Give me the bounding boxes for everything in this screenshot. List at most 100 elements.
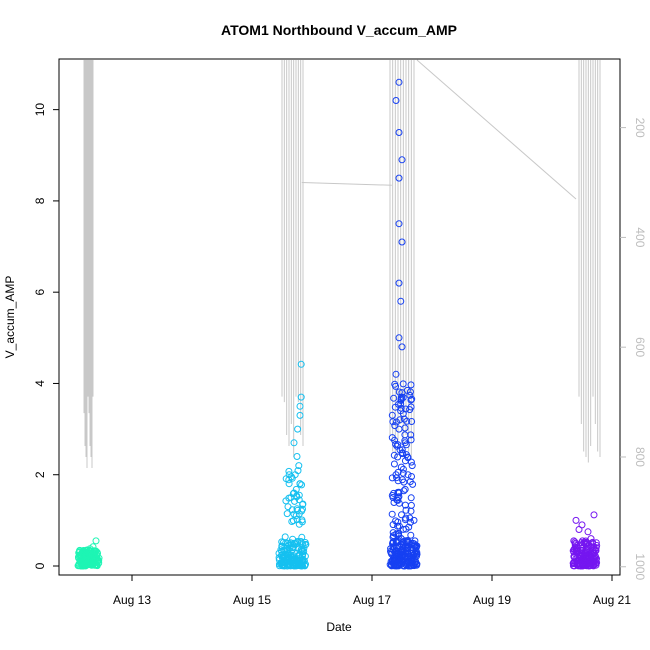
point-outlier-2-10 [392, 97, 400, 104]
data-points [74, 78, 601, 570]
point-outlier-1-13 [285, 471, 293, 479]
point-outlier-1-9 [297, 393, 305, 401]
point-outlier-0-4 [89, 543, 97, 551]
point-outlier-3-3 [590, 511, 598, 519]
point-2-142 [386, 561, 394, 569]
point-mid-2-37 [402, 514, 410, 522]
y-tick-label-5: 10 [33, 103, 47, 117]
point-mid-2-46 [402, 506, 410, 514]
point-3-132 [570, 553, 578, 561]
point-mid-1-29 [299, 505, 306, 513]
point-2-148 [390, 554, 398, 561]
point-mid-2-43 [394, 537, 402, 545]
point-0-133 [93, 558, 101, 565]
point-mid-2-105 [389, 418, 397, 426]
point-1-141 [277, 560, 285, 568]
point-mid-2-5 [390, 460, 398, 468]
overlay-connector-1 [416, 59, 577, 200]
point-mid-2-98 [401, 501, 409, 509]
point-outlier-1-7 [296, 411, 304, 419]
point-mid-2-76 [409, 480, 417, 488]
point-3-134 [592, 561, 600, 569]
point-3-149 [570, 548, 578, 556]
point-outlier-2-6 [395, 220, 403, 228]
plot-frame [58, 58, 621, 576]
point-2-147 [404, 546, 412, 554]
point-mid-2-63 [392, 440, 400, 448]
point-mid-2-36 [408, 418, 416, 425]
point-outlier-1-10 [297, 360, 305, 368]
y-axis: 0 2 4 6 8 10 [33, 103, 59, 569]
point-mid-2-95 [400, 478, 408, 486]
point-mid-2-32 [390, 394, 398, 402]
point-outlier-2-1 [392, 471, 400, 479]
point-outlier-2-11 [398, 156, 406, 164]
point-3-145 [577, 562, 585, 570]
point-mid-2-106 [399, 449, 406, 457]
point-mid-2-112 [395, 499, 403, 507]
point-2-146 [396, 549, 404, 556]
point-mid-1-12 [298, 481, 306, 489]
overlay-lines [83, 59, 601, 468]
y-tick-label-2: 4 [33, 380, 47, 387]
point-mid-1-24 [298, 539, 305, 547]
point-mid-2-108 [394, 468, 402, 476]
point-mid-2-52 [397, 407, 405, 415]
point-1-139 [298, 562, 306, 570]
point-mid-2-113 [402, 441, 410, 449]
point-outlier-2-18 [407, 507, 415, 515]
x-tick-label-0: Aug 13 [113, 593, 151, 607]
point-outlier-2-8 [395, 129, 403, 136]
point-outlier-1-6 [294, 425, 302, 433]
point-mid-2-25 [396, 416, 404, 424]
x-axis-label: Date [326, 620, 352, 634]
y-tick-label-1: 2 [33, 471, 47, 478]
point-outlier-3-2 [584, 528, 592, 536]
point-mid-2-27 [394, 453, 402, 461]
point-mid-2-73 [395, 522, 403, 530]
point-mid-1-35 [285, 480, 293, 488]
point-2-149 [408, 557, 416, 565]
point-1-132 [290, 539, 298, 547]
point-3-148 [573, 561, 581, 569]
point-mid-2-93 [399, 465, 407, 473]
point-3-144 [580, 556, 588, 564]
point-mid-2-57 [393, 539, 401, 547]
point-mid-1-6 [299, 500, 307, 508]
point-mid-2-69 [404, 453, 412, 461]
point-mid-2-84 [407, 494, 415, 502]
y2-axis: 200 400 600 800 1000 [620, 118, 647, 580]
point-outlier-1-2 [290, 489, 298, 497]
point-outlier-2-19 [410, 516, 418, 524]
point-mid-2-119 [391, 380, 399, 388]
point-mid-2-75 [408, 395, 416, 403]
point-mid-2-39 [407, 531, 415, 539]
point-mid-2-81 [407, 403, 415, 411]
point-outlier-2-17 [404, 471, 412, 479]
point-mid-2-0 [390, 451, 398, 459]
point-mid-2-87 [403, 417, 411, 425]
point-2-131 [397, 555, 405, 563]
point-mid-2-23 [395, 388, 403, 396]
point-3-142 [585, 545, 593, 553]
point-mid-2-71 [395, 489, 403, 497]
point-mid-2-114 [391, 436, 398, 444]
point-3-125 [579, 537, 586, 545]
point-1-149 [283, 544, 291, 552]
point-1-130 [301, 539, 309, 546]
point-mid-2-109 [404, 538, 412, 546]
point-mid-2-116 [395, 530, 403, 538]
y2-tick-label-1: 400 [633, 227, 647, 247]
point-3-141 [573, 557, 581, 565]
point-outlier-3-0 [572, 516, 580, 524]
point-outlier-1-8 [296, 402, 304, 410]
point-mid-2-38 [397, 400, 405, 408]
point-mid-2-54 [390, 489, 398, 497]
y2-tick-label-3: 800 [633, 447, 647, 467]
point-1-123 [296, 556, 304, 564]
point-outlier-2-3 [392, 370, 400, 378]
point-mid-1-13 [285, 467, 293, 475]
point-1-146 [301, 552, 309, 560]
point-mid-2-28 [398, 511, 405, 519]
point-mid-2-13 [407, 381, 415, 389]
